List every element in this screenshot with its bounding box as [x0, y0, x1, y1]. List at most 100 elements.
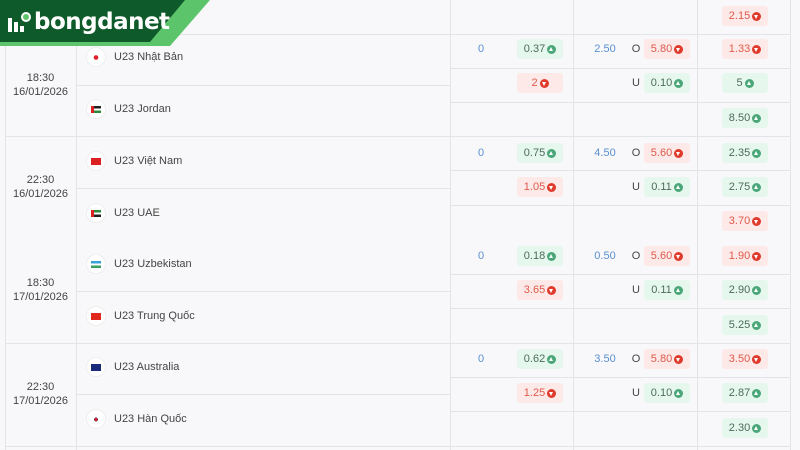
arrow-down-icon	[752, 11, 762, 21]
team-row[interactable]: U23 Uzbekistan	[86, 252, 192, 276]
odds-value: 5.80	[650, 353, 673, 365]
under-odds[interactable]: 0.11	[644, 280, 690, 300]
under-odds[interactable]: 0.10	[644, 383, 690, 403]
handicap-line: 0	[477, 43, 485, 55]
team-row[interactable]: U23 Hàn Quốc	[86, 407, 187, 431]
odds-value: 2.30	[728, 422, 751, 434]
under-label: U	[632, 181, 640, 193]
1x2-odds[interactable]: 2.75	[722, 177, 768, 197]
team-row[interactable]: U23 Nhật Bản	[86, 45, 183, 69]
handicap-home-odds[interactable]: 0.37	[517, 39, 563, 59]
overunder-line: 3.50	[594, 353, 616, 365]
odds-value: 1.25	[523, 387, 546, 399]
arrow-up-icon	[752, 423, 762, 433]
row-divider	[450, 68, 790, 69]
arrow-up-icon	[752, 388, 762, 398]
handicap-away-odds[interactable]: 2	[517, 73, 563, 93]
odds-value: 0.10	[650, 387, 673, 399]
under-odds[interactable]: 0.10	[644, 73, 690, 93]
arrow-down-icon	[547, 388, 557, 398]
odds-value: 0.10	[650, 77, 673, 89]
odds-value: 2.15	[728, 10, 751, 22]
team-name: U23 Jordan	[114, 103, 171, 115]
arrow-up-icon	[673, 182, 683, 192]
over-odds[interactable]: 5.80	[644, 349, 690, 369]
arrow-down-icon	[674, 354, 684, 364]
team-row[interactable]: U23 UAE	[86, 201, 160, 225]
column-divider	[5, 0, 6, 450]
over-odds[interactable]: 5.80	[644, 39, 690, 59]
1x2-odds[interactable]: 2.35	[722, 143, 768, 163]
under-label: U	[632, 387, 640, 399]
1x2-odds[interactable]: 3.50	[722, 349, 768, 369]
row-divider	[450, 170, 790, 171]
1x2-odds[interactable]: 1.33	[722, 39, 768, 59]
over-odds[interactable]: 5.60	[644, 143, 690, 163]
team-name: U23 Australia	[114, 361, 180, 373]
over-label: O	[631, 147, 641, 159]
overunder-line: 0.50	[594, 250, 616, 262]
row-divider	[76, 188, 450, 189]
kickoff-date: 16/01/2026	[12, 188, 69, 200]
match-time: 18:30 16/01/2026	[5, 71, 76, 99]
row-divider	[450, 377, 790, 378]
1x2-odds[interactable]: 2.15	[722, 6, 768, 26]
team-name: U23 Việt Nam	[114, 155, 183, 167]
arrow-down-icon	[674, 44, 684, 54]
over-label: O	[631, 250, 641, 262]
team-name: U23 UAE	[114, 207, 160, 219]
team-row[interactable]: U23 Australia	[86, 355, 179, 379]
handicap-home-odds[interactable]: 0.75	[517, 143, 563, 163]
kickoff-time: 18:30	[26, 72, 55, 84]
column-divider	[76, 0, 77, 450]
odds-value: 0.11	[651, 284, 672, 296]
1x2-odds[interactable]: 2.90	[722, 280, 768, 300]
1x2-odds[interactable]: 3.70	[722, 211, 768, 231]
row-divider	[5, 446, 790, 447]
row-divider	[76, 394, 450, 395]
team-row[interactable]: U23 Jordan	[86, 97, 171, 121]
bongdanet-logo[interactable]: bongdanet	[0, 0, 210, 46]
over-odds[interactable]: 5.60	[644, 246, 690, 266]
arrow-up-icon	[752, 285, 762, 295]
team-row[interactable]: U23 Trung Quốc	[86, 304, 195, 328]
1x2-odds[interactable]: 5.25	[722, 315, 768, 335]
column-divider	[450, 0, 451, 450]
row-divider	[450, 102, 790, 103]
team-row[interactable]: U23 Việt Nam	[86, 149, 182, 173]
under-label: U	[632, 284, 640, 296]
arrow-up-icon	[673, 285, 683, 295]
odds-value: 2.75	[728, 181, 751, 193]
row-divider	[5, 343, 790, 344]
arrow-down-icon	[752, 354, 762, 364]
odds-value: 5.25	[728, 319, 751, 331]
handicap-away-odds[interactable]: 1.05	[517, 177, 563, 197]
handicap-line: 0	[477, 250, 485, 262]
under-odds[interactable]: 0.11	[644, 177, 690, 197]
logo-banner	[0, 0, 210, 46]
row-divider	[450, 205, 790, 206]
handicap-home-odds[interactable]: 0.62	[517, 349, 563, 369]
row-divider	[5, 136, 790, 137]
1x2-odds[interactable]: 5	[722, 73, 768, 93]
arrow-up-icon	[752, 182, 762, 192]
handicap-away-odds[interactable]: 1.25	[517, 383, 563, 403]
arrow-down-icon	[674, 251, 684, 261]
1x2-odds[interactable]: 2.30	[722, 418, 768, 438]
odds-value: 8.50	[728, 112, 751, 124]
arrow-down-icon	[547, 285, 557, 295]
1x2-odds[interactable]: 1.90	[722, 246, 768, 266]
under-label: U	[632, 77, 640, 89]
arrow-up-icon	[674, 78, 684, 88]
row-divider	[450, 411, 790, 412]
kickoff-time: 22:30	[26, 381, 55, 393]
team-name: U23 Trung Quốc	[114, 310, 195, 322]
handicap-home-odds[interactable]: 0.18	[517, 246, 563, 266]
arrow-down-icon	[539, 78, 549, 88]
overunder-line: 2.50	[594, 43, 616, 55]
arrow-down-icon	[752, 216, 762, 226]
odds-value: 0.18	[523, 250, 546, 262]
1x2-odds[interactable]: 2.87	[722, 383, 768, 403]
1x2-odds[interactable]: 8.50	[722, 108, 768, 128]
handicap-away-odds[interactable]: 3.65	[517, 280, 563, 300]
